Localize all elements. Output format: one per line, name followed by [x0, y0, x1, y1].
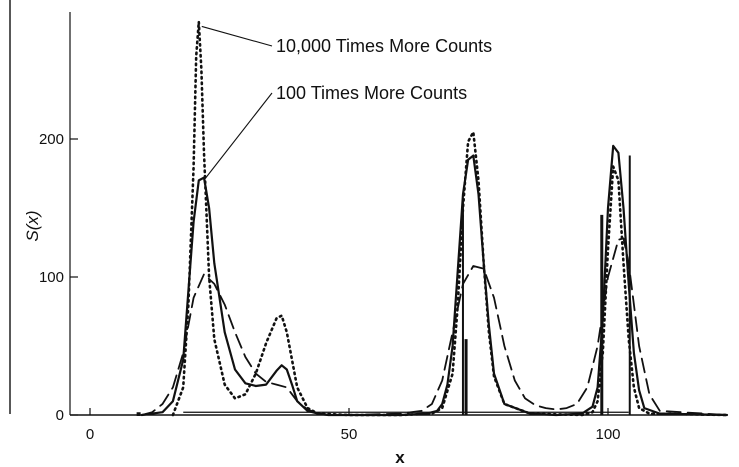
annotation-leader-line [201, 25, 273, 47]
y-ticks: 0 100 200 [39, 131, 78, 424]
x-tick-label: 0 [86, 426, 94, 443]
y-tick-label: 200 [39, 131, 64, 148]
series-line-dotted [171, 20, 729, 417]
axes [9, 0, 727, 416]
baseline-marker [136, 412, 141, 416]
series-line-dashed [140, 237, 728, 416]
baseline-stub [136, 411, 629, 416]
series-layer [140, 20, 729, 417]
annotation-leader-line [203, 92, 273, 180]
annotation-label: 10,000 Times More Counts [276, 36, 492, 56]
annotations-layer: 10,000 Times More Counts 100 Times More C… [201, 25, 492, 180]
series-line-solid [140, 144, 729, 417]
annotation-label: 100 Times More Counts [276, 83, 467, 103]
y-tick-label: 100 [39, 269, 64, 286]
vertical-bars-layer [461, 155, 631, 415]
x-tick-label: 50 [341, 426, 358, 443]
y-tick-label: 0 [56, 407, 64, 424]
x-ticks: 0 50 100 [86, 408, 621, 443]
y-axis-label: S(x) [23, 210, 42, 241]
x-tick-label: 100 [595, 426, 620, 443]
x-axis-label: x [395, 448, 405, 467]
